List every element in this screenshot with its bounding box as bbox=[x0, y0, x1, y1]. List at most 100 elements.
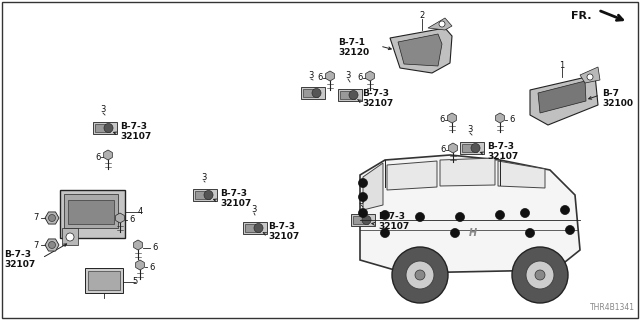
Text: 6: 6 bbox=[440, 146, 445, 155]
Text: 7: 7 bbox=[33, 241, 38, 250]
Polygon shape bbox=[449, 143, 458, 153]
Polygon shape bbox=[245, 224, 260, 232]
Text: 6: 6 bbox=[129, 215, 134, 225]
Polygon shape bbox=[243, 222, 267, 234]
Text: B-7-3
32107: B-7-3 32107 bbox=[487, 142, 518, 161]
Text: 3: 3 bbox=[308, 71, 314, 81]
Circle shape bbox=[349, 91, 358, 100]
Text: 6: 6 bbox=[149, 262, 155, 271]
Polygon shape bbox=[93, 122, 116, 134]
Text: B-7
32100: B-7 32100 bbox=[602, 89, 633, 108]
Polygon shape bbox=[495, 113, 504, 123]
Text: THR4B1341: THR4B1341 bbox=[590, 303, 635, 312]
Circle shape bbox=[406, 261, 434, 289]
Bar bbox=[85, 268, 123, 293]
Text: 3: 3 bbox=[346, 71, 351, 81]
Polygon shape bbox=[104, 150, 113, 160]
Text: 7: 7 bbox=[33, 213, 38, 222]
Polygon shape bbox=[353, 216, 368, 224]
Text: 3: 3 bbox=[467, 125, 473, 134]
Circle shape bbox=[525, 228, 534, 237]
Text: 6: 6 bbox=[152, 244, 157, 252]
Circle shape bbox=[566, 226, 575, 235]
Circle shape bbox=[358, 179, 367, 188]
Polygon shape bbox=[134, 240, 142, 250]
Circle shape bbox=[439, 21, 445, 27]
Circle shape bbox=[495, 211, 504, 220]
Circle shape bbox=[526, 261, 554, 289]
Polygon shape bbox=[340, 91, 355, 99]
Text: H: H bbox=[469, 228, 477, 238]
Circle shape bbox=[381, 211, 390, 220]
Circle shape bbox=[520, 209, 529, 218]
Bar bbox=[88, 271, 120, 290]
Text: 3: 3 bbox=[202, 173, 207, 182]
Text: 3: 3 bbox=[252, 205, 257, 214]
Circle shape bbox=[535, 270, 545, 280]
Text: B-7-3
32107: B-7-3 32107 bbox=[378, 212, 409, 231]
Polygon shape bbox=[45, 212, 59, 224]
Circle shape bbox=[66, 233, 74, 241]
Polygon shape bbox=[301, 87, 324, 99]
Text: 3: 3 bbox=[358, 197, 364, 206]
Circle shape bbox=[381, 228, 390, 237]
Circle shape bbox=[362, 215, 371, 225]
Text: B-7-3
32107: B-7-3 32107 bbox=[120, 122, 151, 141]
Circle shape bbox=[415, 270, 425, 280]
Text: FR.: FR. bbox=[572, 11, 592, 21]
Circle shape bbox=[392, 247, 448, 303]
Polygon shape bbox=[365, 71, 374, 81]
Circle shape bbox=[512, 247, 568, 303]
Circle shape bbox=[471, 143, 480, 153]
Polygon shape bbox=[339, 89, 362, 101]
Polygon shape bbox=[538, 81, 586, 113]
Circle shape bbox=[561, 205, 570, 214]
Polygon shape bbox=[193, 189, 217, 201]
Polygon shape bbox=[195, 191, 210, 199]
Circle shape bbox=[49, 214, 56, 221]
Polygon shape bbox=[363, 163, 383, 210]
Polygon shape bbox=[440, 158, 495, 186]
Polygon shape bbox=[351, 214, 374, 226]
Text: 6: 6 bbox=[95, 153, 100, 162]
Circle shape bbox=[415, 212, 424, 221]
Polygon shape bbox=[530, 75, 598, 125]
Circle shape bbox=[312, 88, 321, 98]
Circle shape bbox=[104, 124, 113, 132]
Circle shape bbox=[204, 190, 213, 200]
Circle shape bbox=[358, 209, 367, 218]
Polygon shape bbox=[398, 34, 442, 66]
Text: B-7-3
32107: B-7-3 32107 bbox=[268, 222, 300, 241]
Polygon shape bbox=[460, 142, 484, 154]
Text: 6: 6 bbox=[317, 74, 323, 83]
Polygon shape bbox=[580, 67, 600, 83]
Polygon shape bbox=[303, 89, 318, 97]
Text: B-7-1
32120: B-7-1 32120 bbox=[338, 38, 369, 57]
Text: 5: 5 bbox=[132, 277, 138, 286]
Circle shape bbox=[358, 193, 367, 202]
Polygon shape bbox=[60, 190, 125, 238]
Polygon shape bbox=[390, 28, 452, 73]
Text: B-7-3
32107: B-7-3 32107 bbox=[4, 250, 35, 269]
Polygon shape bbox=[360, 155, 580, 273]
Text: 1: 1 bbox=[559, 60, 564, 69]
Circle shape bbox=[254, 223, 263, 233]
Polygon shape bbox=[62, 228, 78, 245]
Polygon shape bbox=[64, 194, 118, 228]
Polygon shape bbox=[462, 144, 477, 152]
Polygon shape bbox=[326, 71, 334, 81]
Polygon shape bbox=[387, 161, 437, 190]
Circle shape bbox=[451, 228, 460, 237]
Polygon shape bbox=[447, 113, 456, 123]
Text: B-7-3
32107: B-7-3 32107 bbox=[220, 189, 252, 208]
Text: 3: 3 bbox=[100, 106, 106, 115]
Text: 6: 6 bbox=[509, 116, 515, 124]
Text: 6: 6 bbox=[439, 116, 445, 124]
Circle shape bbox=[456, 212, 465, 221]
Polygon shape bbox=[116, 213, 124, 223]
Text: 4: 4 bbox=[138, 207, 143, 217]
Circle shape bbox=[49, 242, 56, 249]
Polygon shape bbox=[68, 200, 114, 224]
Text: B-7-3
32107: B-7-3 32107 bbox=[362, 89, 393, 108]
Text: 6: 6 bbox=[357, 74, 363, 83]
